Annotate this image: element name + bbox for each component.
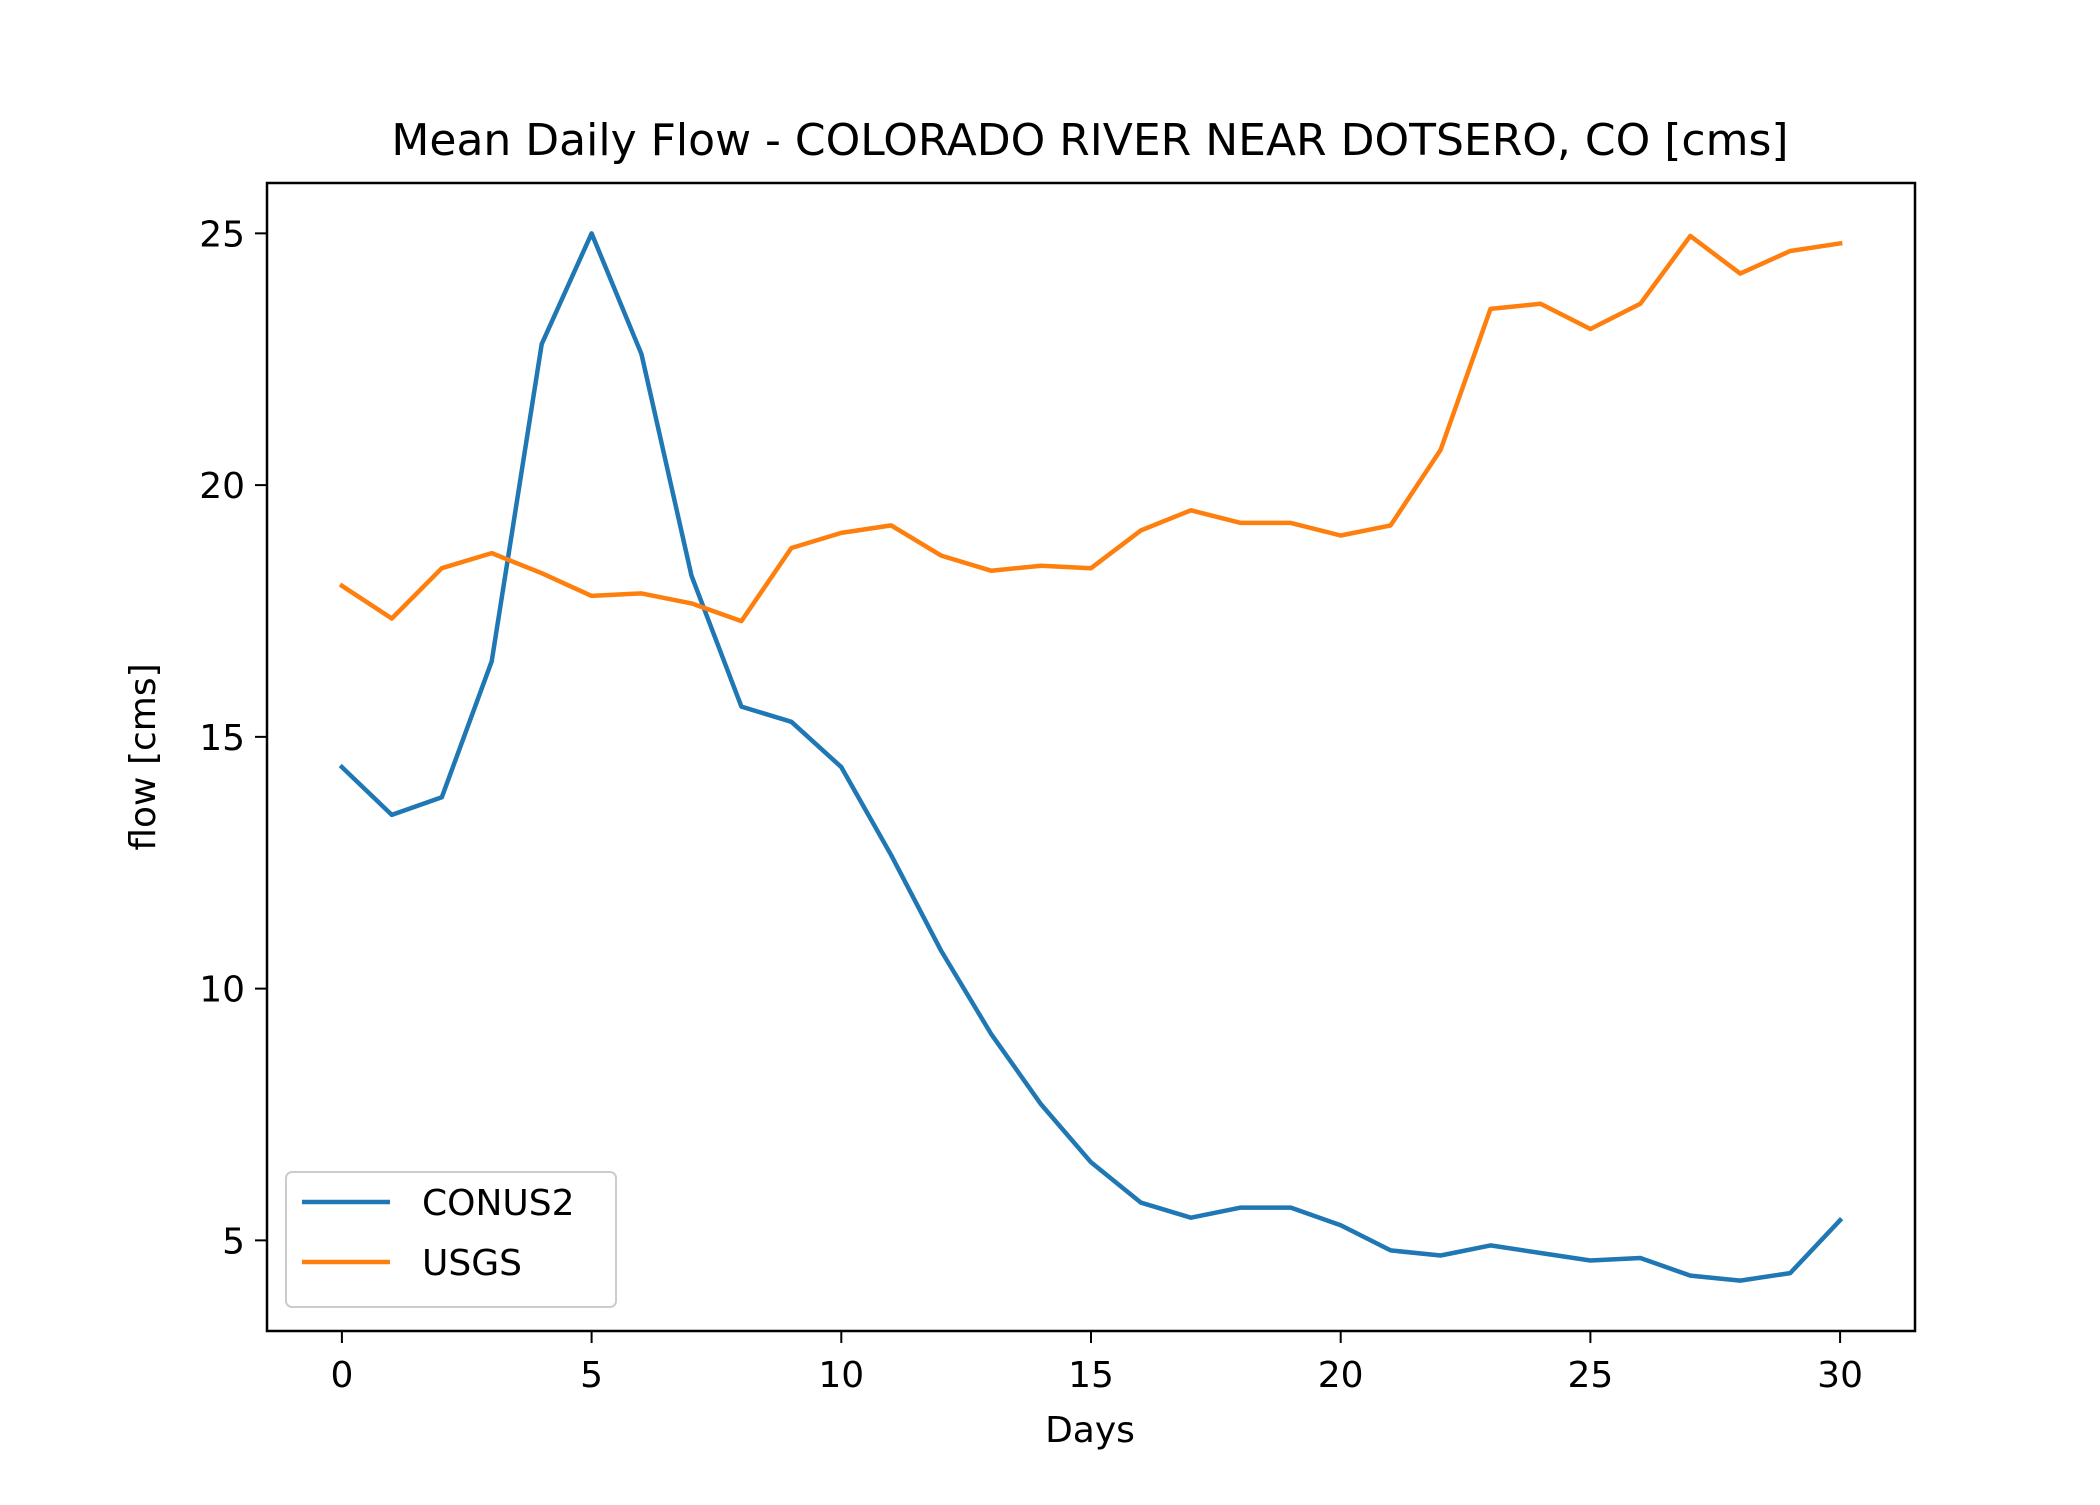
x-tick-label: 15	[1068, 1355, 1114, 1396]
y-tick-label: 10	[199, 970, 245, 1011]
series-layer	[338, 231, 1844, 1283]
legend-label-conus2: CONUS2	[422, 1183, 575, 1224]
x-tick-label: 20	[1318, 1355, 1364, 1396]
x-tick-label: 25	[1567, 1355, 1613, 1396]
series-line-conus2	[338, 231, 1844, 1283]
y-tick-label: 5	[222, 1221, 245, 1262]
chart-title: Mean Daily Flow - COLORADO RIVER NEAR DO…	[391, 115, 1788, 166]
x-axis-label: Days	[1045, 1410, 1135, 1451]
y-tick-label: 15	[199, 718, 245, 759]
y-axis-label: flow [cms]	[123, 663, 164, 850]
x-tick-label: 5	[580, 1355, 603, 1396]
x-tick-label: 10	[818, 1355, 864, 1396]
y-axis-ticks: 5 10 15 20 25	[199, 214, 267, 1262]
series-line-usgs	[338, 233, 1843, 624]
legend: CONUS2 USGS	[285, 1171, 617, 1308]
y-tick-label: 25	[199, 214, 245, 255]
legend-box	[285, 1171, 617, 1308]
x-tick-label: 0	[330, 1355, 353, 1396]
x-tick-label: 30	[1817, 1355, 1863, 1396]
y-tick-label: 20	[199, 466, 245, 507]
x-axis-ticks: 0 5 10 15 20 25 30	[330, 1331, 1863, 1396]
legend-label-usgs: USGS	[422, 1243, 522, 1284]
